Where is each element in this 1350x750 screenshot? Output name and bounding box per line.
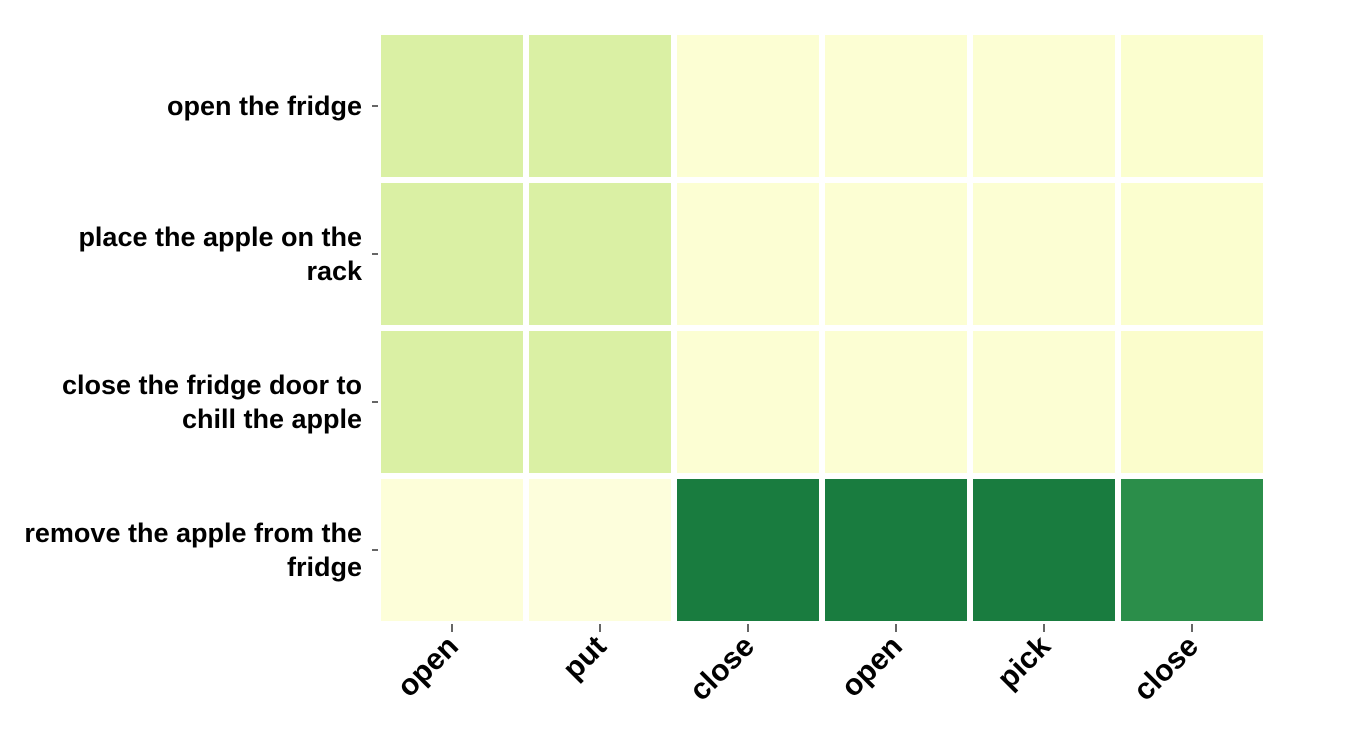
heatmap-cell — [825, 183, 967, 325]
heatmap-cell — [1121, 183, 1263, 325]
y-axis: open the fridge place the apple on the rac… — [24, 91, 378, 582]
heatmap-cell — [677, 331, 819, 473]
heatmap-cell — [381, 479, 523, 621]
heatmap-cell — [677, 35, 819, 177]
heatmap-cell — [381, 331, 523, 473]
heatmap-cell — [973, 479, 1115, 621]
x-axis: open put close open pick close — [391, 624, 1205, 707]
y-tick-label: open the fridge — [167, 91, 362, 121]
x-tick-label: close — [683, 630, 761, 708]
y-tick-label: close the fridge door to chill the apple — [62, 370, 362, 434]
heatmap-cell — [677, 479, 819, 621]
y-tick-label: place the apple on the rack — [78, 222, 363, 286]
heatmap-cell — [973, 35, 1115, 177]
heatmap-cell — [381, 35, 523, 177]
heatmap-cell — [529, 35, 671, 177]
heatmap-cell — [825, 479, 967, 621]
heatmap-cell — [677, 183, 819, 325]
heatmap-cell — [973, 183, 1115, 325]
heatmap-cell — [529, 479, 671, 621]
heatmap-cell — [973, 331, 1115, 473]
heatmap-cell — [825, 331, 967, 473]
heatmap-cell — [1121, 331, 1263, 473]
heatmap-cell — [529, 183, 671, 325]
heatmap-cells — [381, 35, 1263, 621]
heatmap-cell — [1121, 479, 1263, 621]
x-tick-label: put — [557, 630, 613, 686]
x-tick-label: close — [1127, 630, 1205, 708]
x-tick-label: open — [835, 630, 909, 704]
heatmap-cell — [529, 331, 671, 473]
heatmap-cell — [1121, 35, 1263, 177]
x-tick-label: pick — [991, 629, 1057, 695]
heatmap-cell — [381, 183, 523, 325]
heatmap-cell — [825, 35, 967, 177]
x-tick-label: open — [391, 630, 465, 704]
y-tick-label: remove the apple from the fridge — [24, 518, 362, 582]
